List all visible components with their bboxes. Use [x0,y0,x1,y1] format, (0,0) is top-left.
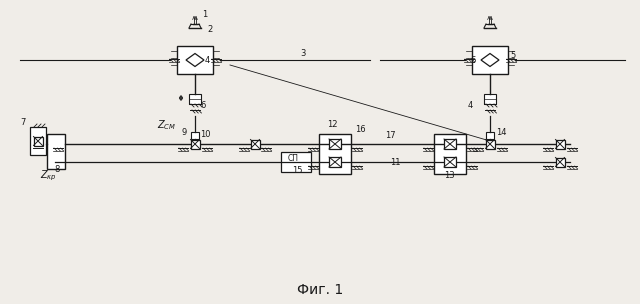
Text: 14: 14 [496,128,506,137]
Polygon shape [186,54,204,67]
Bar [191,140,200,148]
Text: СП: СП [288,154,299,163]
Bar [444,157,456,167]
Bar [329,139,341,149]
Text: 4: 4 [205,56,211,65]
Text: 6: 6 [200,101,205,110]
Text: 5: 5 [510,51,515,60]
Text: 12: 12 [327,120,337,129]
Bar [189,94,201,104]
Bar [556,140,564,148]
Text: 1: 1 [202,10,207,19]
Bar [177,46,213,74]
Bar [281,152,311,172]
Bar [484,94,496,104]
Text: 15: 15 [292,166,303,175]
Polygon shape [481,54,499,67]
Bar [319,134,351,174]
Text: 6: 6 [470,56,476,65]
Bar [47,134,65,169]
Text: 4: 4 [468,101,473,110]
Bar [486,140,495,148]
Text: $Z_{CM}$: $Z_{CM}$ [157,118,176,132]
Bar [250,140,259,148]
Bar [486,132,494,139]
Text: 17: 17 [385,131,396,140]
Text: 8: 8 [54,165,60,174]
Bar [30,127,46,155]
Bar [191,132,199,139]
Bar [472,46,508,74]
Text: 9: 9 [181,128,186,137]
Text: 11: 11 [390,158,401,167]
Text: $Z_{\kappa p}$: $Z_{\kappa p}$ [40,168,57,183]
Bar [434,134,466,174]
Text: 3: 3 [300,49,305,58]
Text: 16: 16 [355,125,365,134]
Text: 7: 7 [20,118,26,127]
Text: 13: 13 [444,171,454,180]
Text: 10: 10 [200,130,211,139]
Text: 2: 2 [207,25,212,34]
Bar [556,157,564,167]
Text: Фиг. 1: Фиг. 1 [297,283,343,297]
Bar [33,136,42,146]
Bar [329,157,341,167]
Bar [444,139,456,149]
